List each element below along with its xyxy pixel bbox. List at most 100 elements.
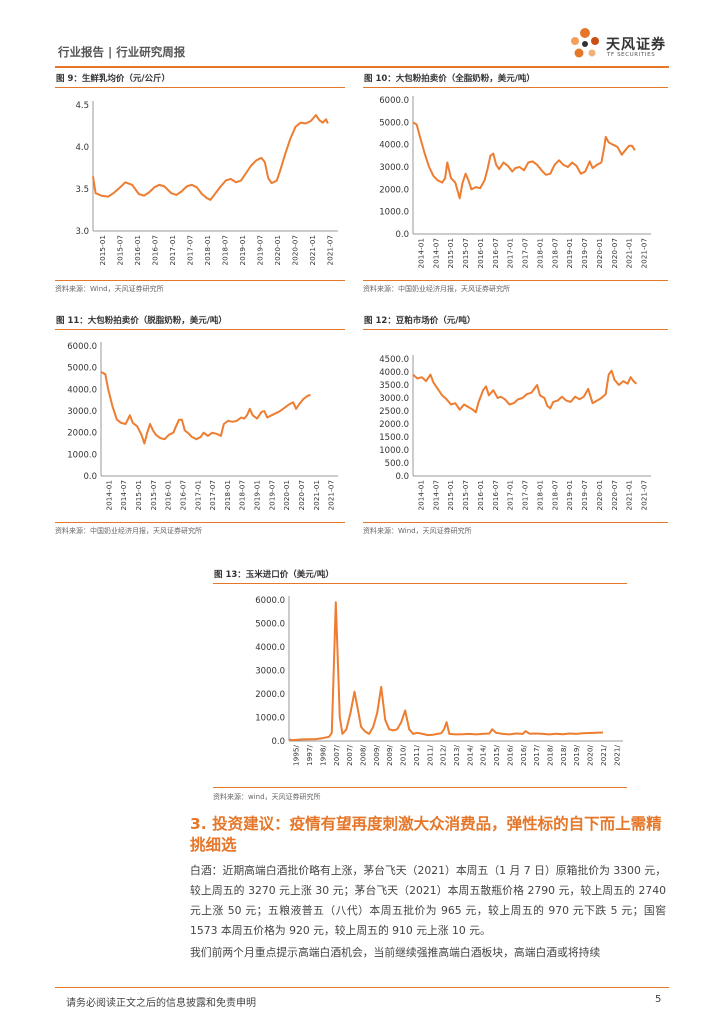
x-tick-label: 2017-07 [208,480,217,511]
x-tick-label: 2015-07 [149,480,158,511]
series-line [288,601,604,742]
y-tick-label: 3.5 [75,185,89,195]
figure-bottom-rule [363,522,668,523]
x-tick-label: 2015-07 [461,238,470,269]
section-heading: 3. 投资建议：疫情有望再度刺激大众消费品，弹性标的自下而上需精挑细选 [190,815,662,854]
y-tick-label: 4.0 [75,143,89,153]
x-tick-label: 2021-07 [327,480,336,511]
figure-title: 图 13：玉米进口价（美元/吨） [213,568,627,584]
x-tick-label: 2014-01 [416,238,425,269]
x-tick-label: 2020-01 [282,480,291,511]
x-tick-label: 2014/ [465,744,474,766]
y-tick-label: 1500.0 [379,433,409,443]
x-tick-label: 2007/ [345,744,354,766]
x-tick-label: 2021/ [612,744,621,766]
y-tick-label: 5000.0 [379,118,409,128]
x-tick-label: 2015-01 [98,235,107,266]
y-tick-label: 3500.0 [379,381,409,391]
logo-name: 天风证券 [606,37,666,53]
y-tick-label: 3000.0 [379,394,409,404]
x-tick-label: 2010/ [399,744,408,766]
figure-12: 图 12：豆粕市场价（元/吨） 4500.0 4000.0 3500.0 3000.0… [363,314,668,540]
x-tick-label: 2021-07 [325,235,334,266]
figure-bottom-rule [55,280,345,281]
x-tick-label: 2016-01 [476,238,485,269]
x-tick-label: 2019-07 [580,480,589,511]
page-number: 5 [655,994,662,1005]
figure-title: 图 10：大包粉拍卖价（全脂奶粉，美元/吨） [363,72,668,88]
x-tick-label: 2018-07 [550,480,559,511]
x-tick-label: 2019/ [572,744,581,766]
figure-bottom-rule [363,280,668,281]
x-tick-label: 2018-01 [223,480,232,511]
x-tick-label: 2014/ [479,744,488,766]
x-tick-label: 2021-01 [312,480,321,511]
fresh-milk-price-chart: 4.5 4.0 3.5 3.0 2015-01 2015-07 2016-01 2016-07… [75,101,338,266]
x-tick-label: 2019-01 [238,235,247,266]
report-header-label: 行业报告 | 行业研究周报 [58,45,186,59]
y-tick-label: 6000.0 [255,596,285,606]
x-tick-label: 2015-01 [446,480,455,511]
x-tick-label: 2008/ [358,744,367,766]
header-divider [55,66,669,68]
y-tick-label: 4000.0 [255,643,285,653]
x-tick-label: 2018/ [546,744,555,766]
figure-source: 资料来源：中国奶业经济月报，天风证券研究所 [55,527,202,535]
x-tick-label: 2018-01 [535,480,544,511]
y-tick-label: 2000.0 [255,690,285,700]
x-tick-label: 2015/ [492,744,501,766]
x-tick-label: 2021-07 [640,480,649,511]
y-tick-label: 5000.0 [67,364,97,374]
x-tick-label: 2017-01 [193,480,202,511]
x-tick-label: 2018-07 [220,235,229,266]
x-tick-label: 2015-07 [461,480,470,511]
skim-milk-powder-price-chart: 6000.0 5000.0 4000.0 3000.0 2000.0 1000.0 0.0 2… [67,342,338,511]
figure-13: 图 13：玉米进口价（美元/吨） 6000.0 5000.0 4000.0 3000.… [213,568,627,808]
y-tick-label: 3.0 [75,227,89,237]
y-tick-label: 3000.0 [67,407,97,417]
x-tick-label: 1997/ [305,744,314,766]
figure-bottom-rule [213,787,627,788]
x-tick-label: 2019-01 [565,238,574,269]
y-tick-label: 1000.0 [67,450,97,460]
x-tick-label: 2017-07 [521,480,530,511]
x-tick-label: 2014-07 [119,480,128,511]
x-tick-label: 2007/ [332,744,341,766]
y-tick-label: 2000.0 [379,420,409,430]
soybean-meal-price-chart: 4500.0 4000.0 3500.0 3000.0 2500.0 2000.0 1500… [379,355,651,511]
logo-flower-icon [571,28,599,58]
figure-10: 图 10：大包粉拍卖价（全脂奶粉，美元/吨） 6000.0 5000.0 4000.… [363,72,668,294]
figure-source: 资料来源：中国奶业经济月报，天风证券研究所 [363,285,510,293]
x-tick-label: 2015-01 [134,480,143,511]
paragraph-recommendation: 我们前两个月重点提示高端白酒机会，当前继续强推高端白酒板块，高端白酒或将持续 [190,946,601,959]
x-tick-label: 2014-07 [431,480,440,511]
x-tick-label: 2012/ [439,744,448,766]
y-tick-label: 4500.0 [379,355,409,365]
x-tick-label: 2020-01 [595,238,604,269]
x-tick-label: 2020-07 [290,235,299,266]
y-tick-label: 0.0 [395,230,409,240]
x-tick-label: 2009/ [372,744,381,766]
figure-source: 资料来源：wind，天风证券研究所 [213,793,321,801]
x-tick-label: 2014-07 [431,238,440,269]
x-tick-label: 2020-07 [297,480,306,511]
x-tick-label: 2021-07 [640,238,649,269]
x-tick-label: 2015-07 [115,235,124,266]
series-line [412,121,636,200]
x-tick-label: 2018-01 [203,235,212,266]
company-logo: 天风证券 TF SECURITIES [566,24,676,64]
x-tick-label: 2018/ [559,744,568,766]
x-tick-label: 2019-01 [565,480,574,511]
y-tick-label: 4000.0 [379,368,409,378]
y-tick-label: 6000.0 [67,342,97,352]
x-tick-label: 2016-07 [491,480,500,511]
figure-source: 资料来源：Wind，天风证券研究所 [363,527,472,535]
figure-bottom-rule [55,522,345,523]
y-tick-label: 2000.0 [379,185,409,195]
x-tick-label: 2020-01 [273,235,282,266]
x-tick-label: 1998/ [318,744,327,766]
x-tick-label: 2019-07 [580,238,589,269]
y-tick-label: 500.0 [385,459,409,469]
x-tick-label: 2016-07 [150,235,159,266]
logo-subtitle: TF SECURITIES [607,52,656,58]
